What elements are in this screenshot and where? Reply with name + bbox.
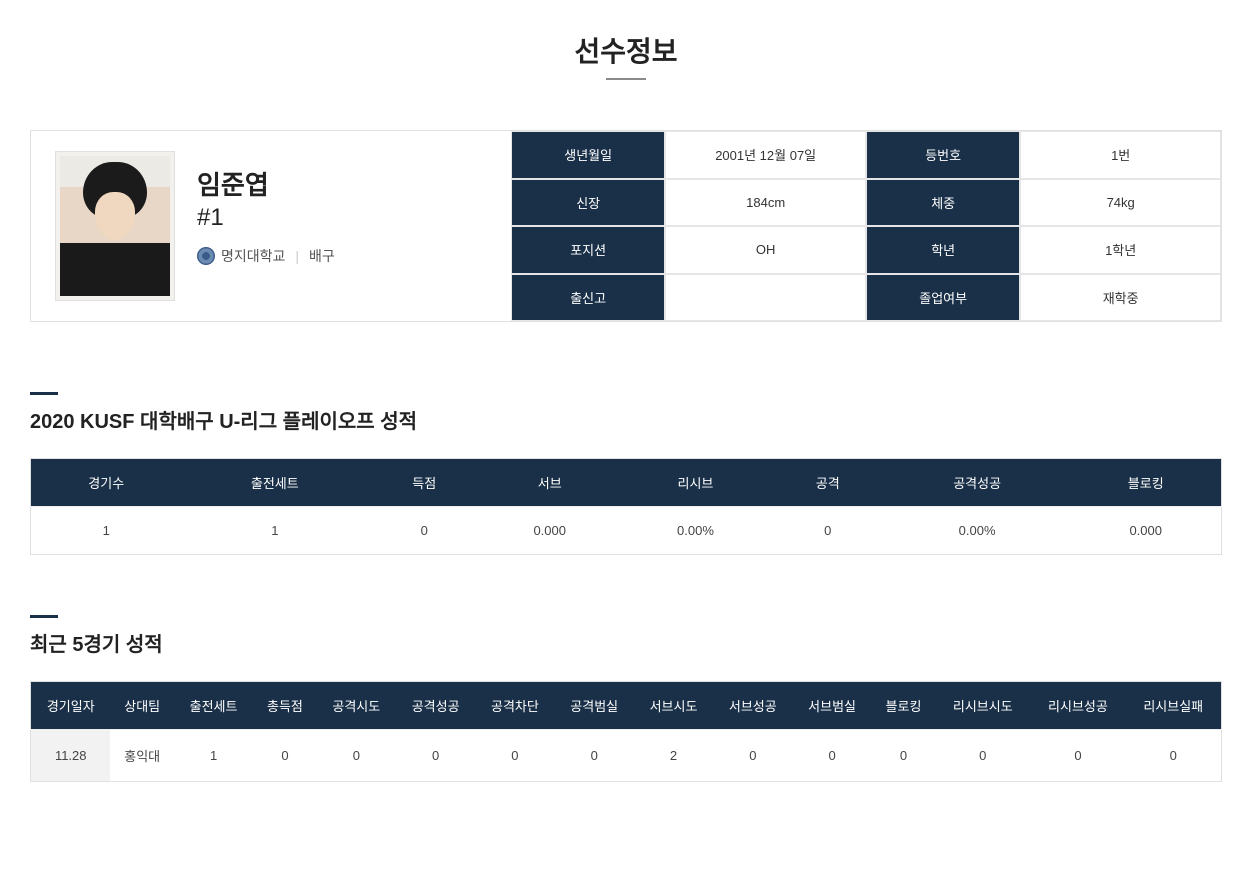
recent-cell-2: 1 [174,730,253,782]
recent-col-8: 서브시도 [634,682,713,730]
recent-cell-1: 홍익대 [110,730,173,782]
info-label-highschool: 출신고 [511,274,665,322]
season-section: 2020 KUSF 대학배구 U-리그 플레이오프 성적 경기수 출전세트 득점… [30,392,1222,555]
profile-left: 임준엽 #1 명지대학교 | 배구 [31,131,511,321]
recent-cell-13: 0 [1030,730,1125,782]
recent-cell-14: 0 [1126,730,1222,782]
recent-cell-12: 0 [935,730,1030,782]
season-cell-4: 0.00% [619,507,771,555]
page-title: 선수정보 [30,30,1222,70]
recent-cell-8: 2 [634,730,713,782]
recent-section-title: 최근 5경기 성적 [30,628,1222,657]
info-value-position: OH [665,226,866,274]
recent-cell-11: 0 [872,730,935,782]
recent-col-7: 공격범실 [555,682,634,730]
recent-col-13: 리시브성공 [1030,682,1125,730]
recent-col-2: 출전세트 [174,682,253,730]
season-col-5: 공격 [772,459,884,507]
season-cell-1: 1 [181,507,368,555]
profile-info-grid: 생년월일 2001년 12월 07일 등번호 1번 신장 184cm 체중 74… [511,131,1221,321]
info-label-position: 포지션 [511,226,665,274]
info-label-height: 신장 [511,179,665,227]
season-cell-6: 0.00% [884,507,1071,555]
info-label-weight: 체중 [866,179,1020,227]
player-univ-row: 명지대학교 | 배구 [197,246,335,266]
season-cell-5: 0 [772,507,884,555]
info-label-enrollment: 졸업여부 [866,274,1020,322]
season-cell-2: 0 [368,507,480,555]
season-table: 경기수 출전세트 득점 서브 리시브 공격 공격성공 블로킹 1 1 0 0.0… [30,458,1222,555]
recent-col-11: 블로킹 [872,682,935,730]
avatar [55,151,175,301]
info-label-jersey: 등번호 [866,131,1020,179]
player-number: #1 [197,204,335,232]
info-value-height: 184cm [665,179,866,227]
university-logo-icon [197,247,215,265]
divider: | [295,248,299,264]
recent-section: 최근 5경기 성적 경기일자 상대팀 출전세트 총득점 공격시도 공격성공 공격… [30,615,1222,782]
player-info: 임준엽 #1 명지대학교 | 배구 [197,151,335,266]
season-col-6: 공격성공 [884,459,1071,507]
info-label-grade: 학년 [866,226,1020,274]
season-cell-3: 0.000 [480,507,619,555]
info-value-jersey: 1번 [1020,131,1221,179]
recent-cell-4: 0 [317,730,396,782]
season-cell-0: 1 [31,507,182,555]
section-accent [30,392,58,395]
info-value-highschool [665,274,866,322]
recent-table: 경기일자 상대팀 출전세트 총득점 공격시도 공격성공 공격차단 공격범실 서브… [30,681,1222,782]
recent-cell-3: 0 [253,730,316,782]
recent-cell-7: 0 [555,730,634,782]
title-underline [606,78,646,80]
recent-col-12: 리시브시도 [935,682,1030,730]
info-label-birth: 생년월일 [511,131,665,179]
season-col-2: 득점 [368,459,480,507]
recent-col-3: 총득점 [253,682,316,730]
recent-col-10: 서브범실 [792,682,871,730]
recent-col-6: 공격차단 [475,682,554,730]
season-col-7: 블로킹 [1070,459,1221,507]
section-accent [30,615,58,618]
info-value-grade: 1학년 [1020,226,1221,274]
recent-col-5: 공격성공 [396,682,475,730]
season-col-1: 출전세트 [181,459,368,507]
table-row: 11.28 홍익대 1 0 0 0 0 0 2 0 0 0 0 0 0 [31,730,1222,782]
season-col-3: 서브 [480,459,619,507]
recent-col-4: 공격시도 [317,682,396,730]
info-value-enrollment: 재학중 [1020,274,1221,322]
season-section-title: 2020 KUSF 대학배구 U-리그 플레이오프 성적 [30,405,1222,434]
recent-cell-6: 0 [475,730,554,782]
profile-card: 임준엽 #1 명지대학교 | 배구 생년월일 2001년 12월 07일 등번호… [30,130,1222,322]
sport-name: 배구 [309,246,335,266]
recent-cell-date: 11.28 [31,730,111,782]
recent-cell-5: 0 [396,730,475,782]
recent-col-14: 리시브실패 [1126,682,1222,730]
recent-col-9: 서브성공 [713,682,792,730]
player-name: 임준엽 [197,165,335,202]
season-cell-7: 0.000 [1070,507,1221,555]
table-row: 1 1 0 0.000 0.00% 0 0.00% 0.000 [31,507,1222,555]
season-col-4: 리시브 [619,459,771,507]
season-col-0: 경기수 [31,459,182,507]
recent-cell-10: 0 [792,730,871,782]
recent-col-0: 경기일자 [31,682,111,730]
info-value-birth: 2001년 12월 07일 [665,131,866,179]
recent-col-1: 상대팀 [110,682,173,730]
info-value-weight: 74kg [1020,179,1221,227]
recent-cell-9: 0 [713,730,792,782]
university-name: 명지대학교 [221,246,285,266]
